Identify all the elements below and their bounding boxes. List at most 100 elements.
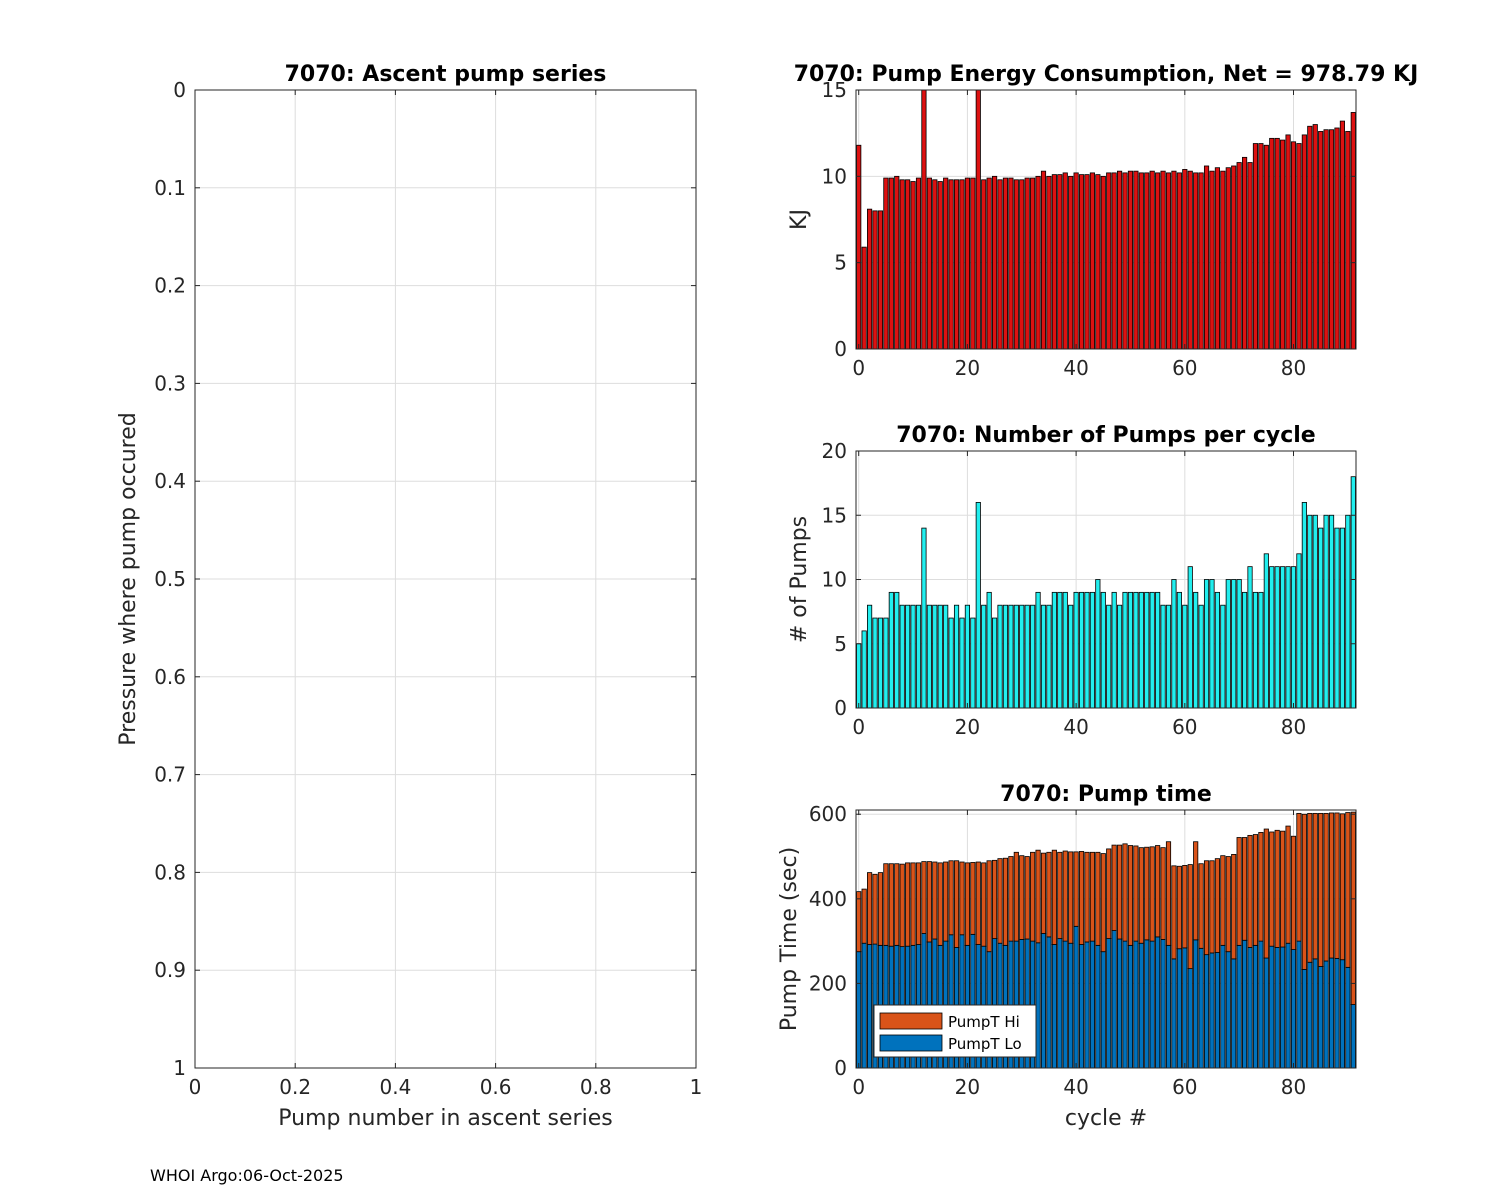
energy-ytick-label-3: 15 — [822, 78, 847, 102]
energy-bar-34 — [1040, 170, 1047, 350]
pumptime-lo-bar-35 — [1046, 936, 1052, 1069]
pumptime-hi-bar-83 — [1307, 812, 1313, 963]
pumps-ytick-label-2: 10 — [822, 568, 847, 592]
energy-bar-37 — [1057, 174, 1063, 350]
energy-bar-55 — [1155, 172, 1161, 350]
pumptime-hi-bar-16 — [943, 861, 949, 942]
ascent-ytick-label-6: 0.6 — [154, 665, 186, 689]
energy-xtick-label-2: 40 — [1063, 356, 1088, 380]
pumps-bar-34 — [1040, 604, 1047, 709]
energy-bar-84 — [1312, 124, 1318, 350]
pumps-bar-7 — [894, 591, 900, 709]
pumptime-hi-bar-7 — [894, 863, 900, 946]
ascent-xtick-label-5: 1 — [690, 1075, 703, 1099]
pumptime-lo-bar-73 — [1252, 944, 1259, 1069]
legend-label-0: PumpT Hi — [948, 1013, 1020, 1031]
pumptime-lo-bar-2 — [867, 944, 873, 1069]
pumps-bar-28 — [1008, 604, 1014, 709]
energy-bar-22 — [975, 89, 981, 350]
pumps-xtick-label-0: 0 — [852, 715, 865, 739]
pumptime-lo-bar-42 — [1084, 941, 1090, 1069]
ascent-ytick-label-3: 0.3 — [154, 371, 186, 395]
pumptime-lo-bar-58 — [1171, 958, 1177, 1069]
pumps-bar-0 — [856, 643, 862, 709]
pumptime-lo-bar-45 — [1100, 951, 1106, 1069]
pumptime-hi-bar-9 — [905, 862, 911, 947]
pumptime-ytick-label-1: 200 — [809, 971, 847, 995]
pumptime-hi-bar-17 — [948, 860, 954, 936]
pumptime-lo-bar-89 — [1339, 959, 1345, 1069]
pumptime-xtick-label-3: 60 — [1172, 1075, 1197, 1099]
pumptime-lo-bar-57 — [1165, 944, 1172, 1069]
pumptime-lo-bar-39 — [1068, 942, 1074, 1069]
energy-bar-63 — [1198, 172, 1204, 350]
pumptime-hi-bar-89 — [1339, 813, 1345, 961]
legend-label-1: PumpT Lo — [948, 1035, 1022, 1053]
pumps-xtick-label-1: 20 — [955, 715, 980, 739]
pumps-bar-38 — [1062, 591, 1068, 709]
pumptime-lo-bar-71 — [1242, 939, 1248, 1069]
energy-bar-79 — [1285, 134, 1291, 350]
pumptime-hi-bar-57 — [1165, 841, 1172, 946]
energy-bar-27 — [1002, 177, 1009, 350]
energy-bar-88 — [1334, 127, 1340, 350]
pumptime-lo-bar-77 — [1274, 947, 1280, 1069]
pumps-bar-50 — [1127, 591, 1134, 709]
energy-bar-54 — [1149, 170, 1155, 350]
pumptime-lo-bar-74 — [1258, 940, 1264, 1069]
pumps-bar-29 — [1013, 604, 1019, 709]
energy-bar-45 — [1100, 175, 1106, 350]
pumptime-lo-bar-68 — [1225, 951, 1231, 1069]
ascent-ytick-label-2: 0.2 — [154, 274, 186, 298]
pumptime-hi-bar-90 — [1345, 812, 1351, 968]
energy-bar-83 — [1307, 125, 1313, 350]
energy-bar-85 — [1318, 131, 1324, 350]
pumptime-hi-bar-20 — [964, 862, 970, 946]
pumps-bar-53 — [1144, 591, 1150, 709]
pumptime-lo-bar-46 — [1106, 938, 1112, 1069]
energy-bar-8 — [899, 179, 905, 350]
ascent-xtick-label-1: 0.2 — [279, 1075, 311, 1099]
pumptime-hi-bar-73 — [1252, 834, 1259, 946]
pumps-bar-80 — [1290, 566, 1297, 709]
pumptime-hi-bar-15 — [937, 862, 943, 946]
energy-bar-82 — [1301, 134, 1307, 350]
pumptime-hi-bar-70 — [1236, 837, 1242, 946]
pumptime-hi-bar-8 — [899, 863, 905, 948]
pumptime-hi-bar-63 — [1198, 863, 1204, 949]
pumptime-hi-bar-29 — [1013, 851, 1019, 942]
pumps-bar-70 — [1236, 579, 1242, 709]
energy-bar-14 — [932, 179, 938, 350]
pumptime-ytick-label-2: 400 — [809, 887, 847, 911]
pumptime-lo-bar-47 — [1111, 930, 1117, 1069]
energy-bar-78 — [1280, 139, 1286, 350]
pumptime-hi-bar-58 — [1171, 865, 1177, 960]
pumps-bar-39 — [1068, 604, 1074, 709]
pumptime-hi-bar-87 — [1328, 812, 1335, 959]
energy-bar-13 — [926, 177, 932, 350]
pumps-bar-11 — [915, 604, 922, 709]
pumps-bar-64 — [1203, 579, 1210, 709]
pumps-bar-4 — [877, 617, 884, 709]
ascent-ytick-label-8: 0.8 — [154, 860, 186, 884]
energy-bar-4 — [877, 210, 884, 350]
energy-bar-32 — [1030, 177, 1036, 350]
pumptime-hi-bar-39 — [1068, 851, 1074, 944]
pumps-ytick-label-1: 5 — [834, 632, 847, 656]
pumptime-lo-bar-88 — [1334, 958, 1340, 1069]
pumps-bar-56 — [1160, 604, 1166, 709]
pumptime-hi-bar-86 — [1323, 812, 1329, 962]
energy-bar-19 — [959, 179, 965, 350]
pumptime-lo-bar-69 — [1231, 958, 1237, 1069]
pumps-bar-81 — [1296, 553, 1302, 709]
ascent-ytick-label-4: 0.4 — [154, 469, 186, 493]
pumptime-lo-bar-41 — [1078, 944, 1085, 1069]
pumptime-lo-bar-48 — [1117, 938, 1123, 1069]
pumptime-hi-bar-1 — [861, 888, 867, 944]
energy-bar-23 — [981, 179, 987, 350]
energy-bar-42 — [1084, 174, 1090, 350]
pumptime-xtick-label-1: 20 — [955, 1075, 980, 1099]
pumps-bar-83 — [1307, 514, 1313, 709]
energy-bar-87 — [1328, 129, 1335, 350]
